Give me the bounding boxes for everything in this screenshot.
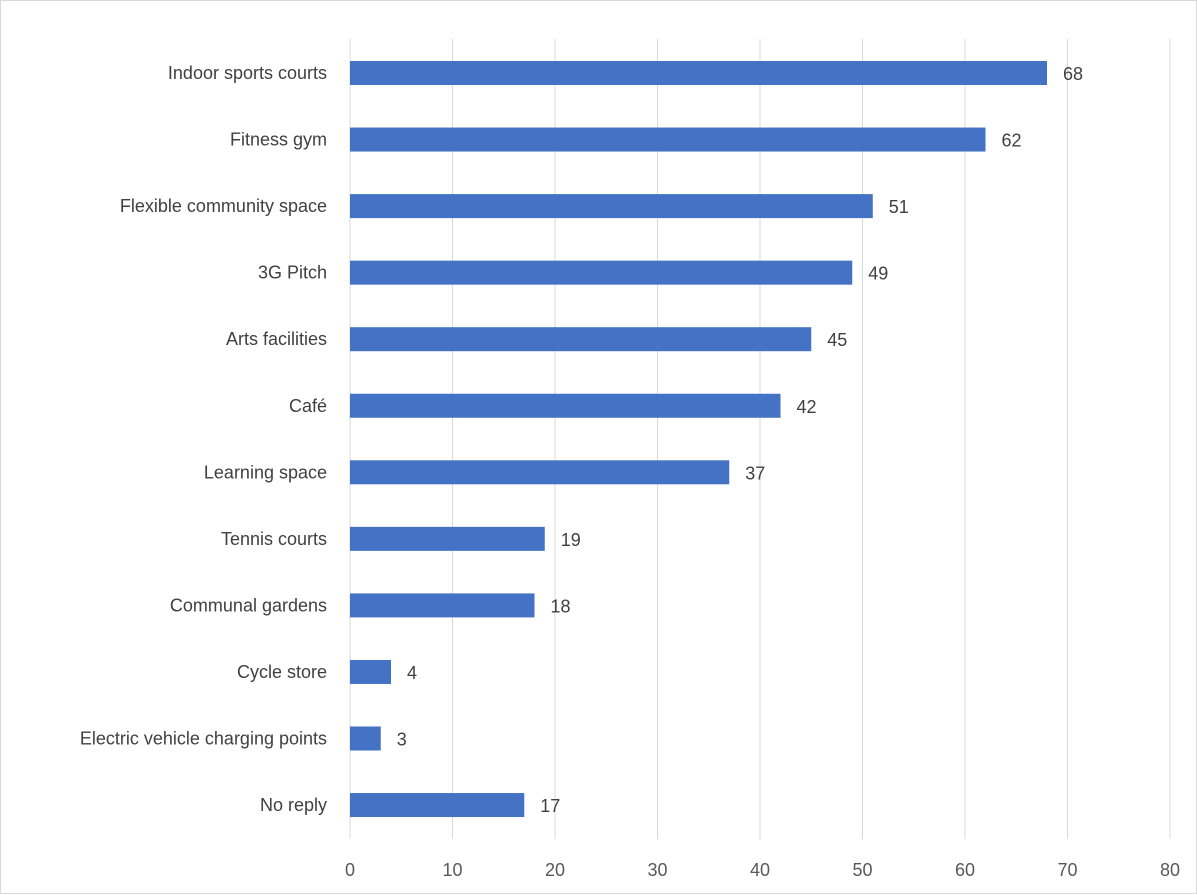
bar: [350, 726, 381, 751]
category-label: Indoor sports courts: [168, 63, 327, 83]
category-label: Flexible community space: [120, 196, 327, 216]
bar: [350, 127, 986, 152]
category-label: Fitness gym: [230, 130, 327, 150]
bar: [350, 194, 873, 219]
bar: [350, 393, 781, 418]
data-label: 68: [1063, 64, 1083, 84]
category-label: 3G Pitch: [258, 263, 327, 283]
data-label: 4: [407, 663, 417, 683]
x-tick-label: 0: [345, 860, 355, 880]
bar: [350, 526, 545, 551]
x-tick-label: 40: [750, 860, 770, 880]
bars: [350, 61, 1047, 818]
bar: [350, 260, 853, 285]
labels: 0 10 20 30 40 50 60 70 80 Indoor sports courts 68 F…: [80, 63, 1180, 880]
x-tick-label: 80: [1160, 860, 1180, 880]
data-label: 3: [397, 730, 407, 750]
category-label: Café: [289, 396, 327, 416]
data-label: 37: [745, 463, 765, 483]
data-label: 19: [561, 530, 581, 550]
gridlines: [349, 39, 1171, 839]
category-label: Communal gardens: [170, 595, 327, 615]
x-tick-label: 50: [852, 860, 872, 880]
x-tick-label: 70: [1057, 860, 1077, 880]
x-tick-label: 60: [955, 860, 975, 880]
data-label: 51: [889, 197, 909, 217]
data-label: 18: [551, 596, 571, 616]
bar: [350, 327, 812, 352]
category-label: No reply: [260, 795, 327, 815]
data-label: 42: [797, 397, 817, 417]
category-label: Learning space: [204, 462, 327, 482]
bar: [350, 61, 1047, 85]
data-label: 45: [827, 330, 847, 350]
x-tick-label: 20: [545, 860, 565, 880]
category-label: Cycle store: [237, 662, 327, 682]
category-label: Tennis courts: [221, 529, 327, 549]
bar: [350, 593, 535, 618]
data-label: 62: [1002, 131, 1022, 151]
data-label: 49: [868, 264, 888, 284]
bar: [350, 793, 525, 818]
bar: [350, 659, 391, 684]
x-tick-label: 30: [647, 860, 667, 880]
data-label: 17: [540, 796, 560, 816]
x-tick-label: 10: [442, 860, 462, 880]
bar: [350, 460, 730, 485]
category-label: Arts facilities: [226, 329, 327, 349]
category-label: Electric vehicle charging points: [80, 729, 327, 749]
